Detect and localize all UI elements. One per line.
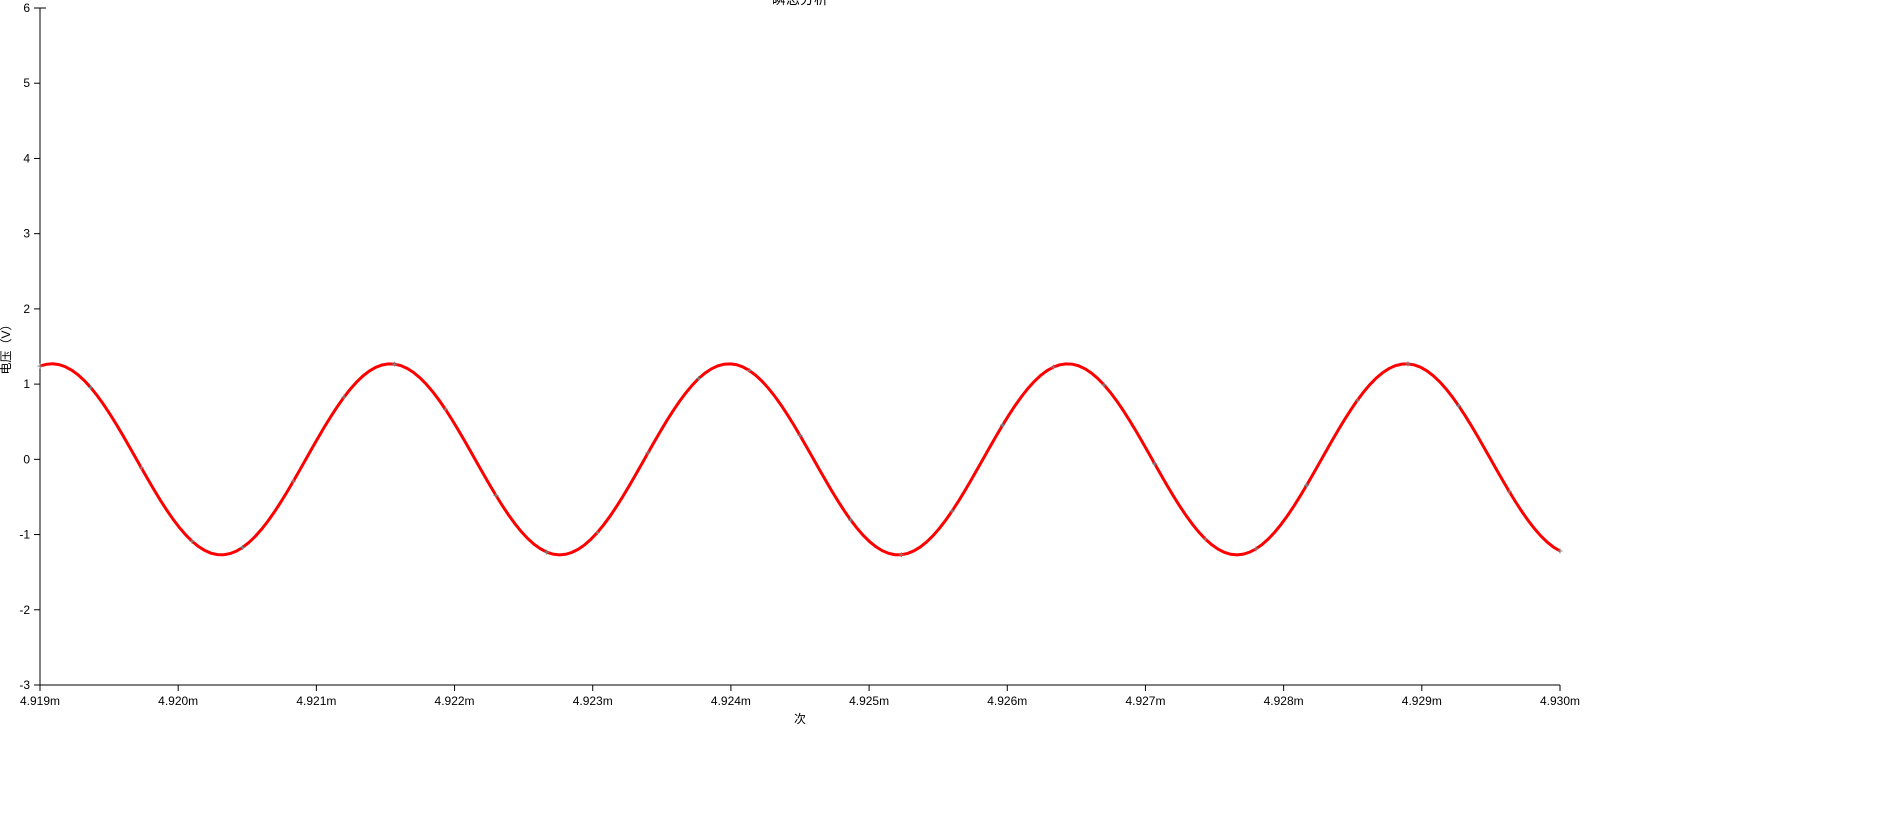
- x-tick-label: 4.921m: [296, 694, 336, 708]
- x-tick-label: 4.919m: [20, 694, 60, 708]
- y-tick-label: 4: [23, 151, 30, 165]
- wave-series: [38, 361, 1563, 557]
- x-tick-label: 4.929m: [1402, 694, 1442, 708]
- x-axis-label: 次: [794, 712, 806, 726]
- x-tick-label: 4.920m: [158, 694, 198, 708]
- y-tick-label: 1: [23, 377, 30, 391]
- y-tick-label: 2: [23, 302, 30, 316]
- y-tick-label: 3: [23, 227, 30, 241]
- y-tick-label: -3: [19, 678, 30, 692]
- y-tick-label: -1: [19, 528, 30, 542]
- x-tick-label: 4.926m: [987, 694, 1027, 708]
- y-tick-label: 0: [23, 452, 30, 466]
- x-tick-label: 4.930m: [1540, 694, 1580, 708]
- waveform-chart: 瞬态分析 -3-2-10123456 4.919m4.920m4.921m4.9…: [0, 0, 1903, 834]
- y-tick-label: 6: [23, 1, 30, 15]
- wave-path: [40, 364, 1560, 555]
- plot-area: [40, 8, 1560, 685]
- x-tick-label: 4.922m: [435, 694, 475, 708]
- y-axis-label: 电压（V）: [0, 318, 13, 374]
- x-tick-label: 4.924m: [711, 694, 751, 708]
- x-axis: 4.919m 4.920m 4.921m 4.922m 4.923m 4.924m 4.92…: [20, 685, 1580, 708]
- y-axis: -3 -2 -1 0 1 2 3 4 5 6: [19, 1, 40, 692]
- chart-title: 瞬态分析: [772, 0, 828, 7]
- x-tick-label: 4.928m: [1264, 694, 1304, 708]
- x-tick-label: 4.925m: [849, 694, 889, 708]
- x-tick-label: 4.923m: [573, 694, 613, 708]
- chart-container: 瞬态分析 -3-2-10123456 4.919m4.920m4.921m4.9…: [0, 0, 1903, 834]
- x-tick-label: 4.927m: [1125, 694, 1165, 708]
- y-tick-label: 5: [23, 76, 30, 90]
- y-tick-label: -2: [19, 603, 30, 617]
